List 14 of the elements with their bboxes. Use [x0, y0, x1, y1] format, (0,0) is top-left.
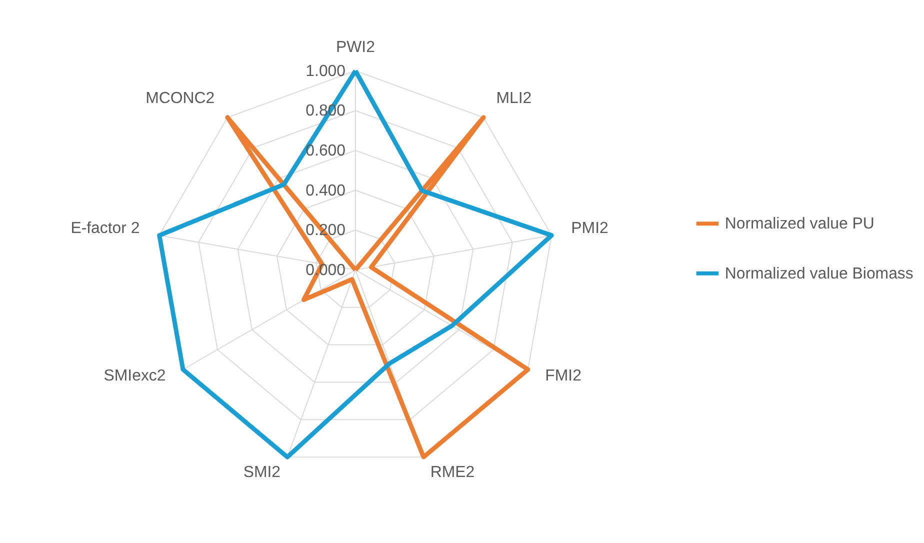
spoke-label: FMI2 — [545, 367, 582, 384]
spoke-label: PMI2 — [571, 220, 608, 237]
legend-label: Normalized value PU — [724, 216, 874, 233]
y-tick-label: 0.400 — [306, 182, 346, 200]
spoke-label: E-factor 2 — [70, 220, 140, 237]
y-tick-label: 0.600 — [306, 142, 346, 160]
spoke-label: MCONC2 — [146, 90, 215, 108]
legend-label: Normalized value Biomass — [724, 265, 914, 282]
spoke-label: SMI2 — [243, 464, 281, 481]
spoke-label: RME2 — [430, 464, 475, 481]
spoke-label: MLI2 — [496, 90, 532, 108]
spoke-label: SMIexc2 — [104, 367, 166, 384]
spoke-label: PWI2 — [336, 38, 376, 56]
y-tick-label: 1.000 — [306, 62, 346, 80]
